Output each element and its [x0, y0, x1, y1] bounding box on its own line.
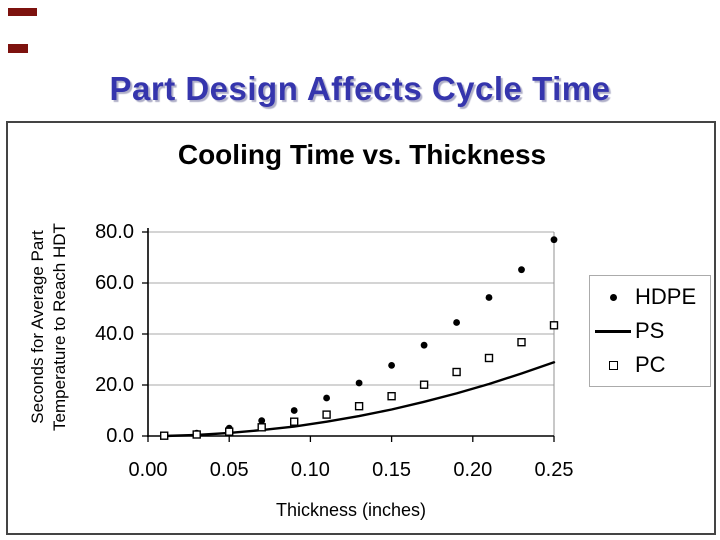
x-tick-label: 0.15 [372, 459, 412, 481]
legend-item-hdpe: HDPE [594, 284, 710, 310]
accent-bar-top [8, 8, 37, 16]
legend-label-ps: PS [635, 318, 665, 343]
legend: HDPE PS PC [589, 275, 711, 387]
accent-bar-second [8, 44, 28, 53]
x-tick-label: 0.10 [290, 459, 330, 481]
y-tick-label: 60.0 [95, 272, 134, 294]
chart-frame: Cooling Time vs. Thickness Seconds for A… [6, 121, 716, 535]
x-tick-label: 0.20 [453, 459, 493, 481]
x-tick-label: 0.00 [128, 459, 168, 481]
y-tick-label: 0.0 [106, 425, 134, 447]
line-marker-icon [595, 329, 631, 333]
open-square-marker-icon [608, 360, 618, 370]
filled-circle-marker-icon [609, 293, 617, 301]
legend-label-pc: PC [635, 352, 666, 377]
y-tick-label: 20.0 [95, 374, 134, 396]
chart-title: Cooling Time vs. Thickness [177, 139, 547, 170]
y-tick-label: 80.0 [95, 221, 134, 243]
plot-area [142, 228, 559, 442]
slide-title: Part Design Affects Cycle Time [109, 70, 611, 107]
legend-item-pc: PC [594, 352, 710, 378]
y-tick-label: 40.0 [95, 323, 134, 345]
x-axis-label: Thickness (inches) [275, 500, 427, 520]
legend-label-hdpe: HDPE [635, 284, 697, 309]
x-tick-label: 0.05 [209, 459, 249, 481]
x-tick-label: 0.25 [534, 459, 574, 481]
legend-item-ps: PS [594, 318, 710, 344]
